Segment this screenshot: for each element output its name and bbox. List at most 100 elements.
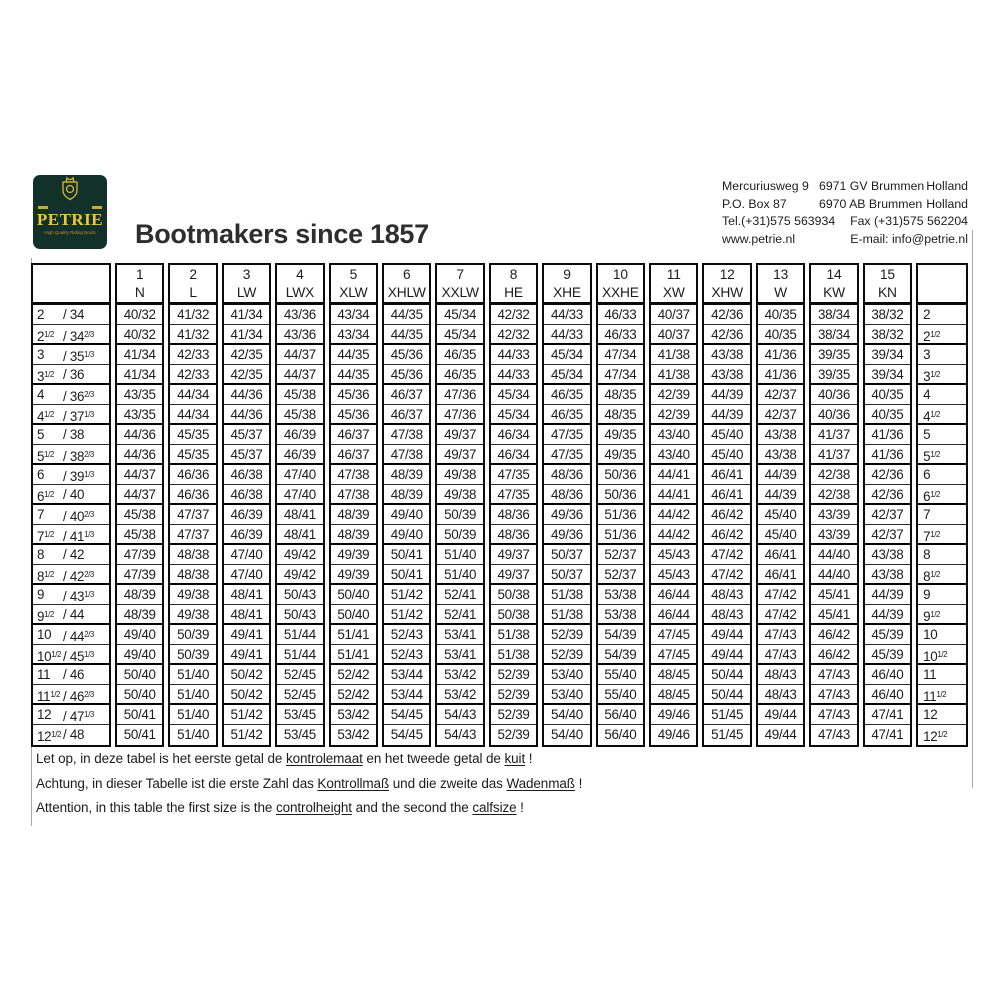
- table-cell: 47/35: [544, 445, 590, 465]
- table-cell: 45/43: [651, 545, 697, 565]
- address-postcode: 6971 GV Brummen: [819, 179, 925, 193]
- row-label-right: 101/2: [918, 645, 967, 665]
- table-cell: 50/41: [117, 705, 163, 725]
- table-cell: 46/42: [811, 645, 857, 665]
- table-cell: 51/42: [230, 727, 263, 742]
- table-cell: 50/40: [117, 685, 163, 705]
- calf-size: / 342/3: [63, 329, 94, 344]
- table-cell: 53/40: [544, 685, 590, 705]
- table-cell: 45/34: [437, 305, 483, 325]
- row-label-right: 61/2: [918, 485, 967, 505]
- table-cell: 47/37: [170, 505, 216, 525]
- table-cell: 42/37: [757, 405, 804, 425]
- table-cell: 45/40: [757, 525, 804, 545]
- table-cell: 46/36: [170, 485, 216, 505]
- row-label: 61/2 / 40: [33, 485, 109, 505]
- table-column-w: 13 W 40/35 40/35 41/36 41/36 42/37 42/37 43/38 43…: [755, 263, 806, 747]
- column-code: L: [189, 284, 197, 300]
- size-number: 21/2: [37, 329, 54, 344]
- column-code: XHLW: [387, 284, 426, 300]
- calf-size: / 451/3: [63, 649, 94, 664]
- table-cell: 45/43: [651, 565, 697, 585]
- table-cell: 44/33: [490, 365, 537, 385]
- calf-size: / 351/3: [63, 349, 94, 364]
- table-cell: 51/38: [544, 585, 590, 605]
- table-cell: 48/45: [651, 665, 697, 685]
- table-cell: 45/36: [384, 345, 430, 365]
- row-label-right: 9: [918, 585, 967, 605]
- table-cell: 47/43: [811, 705, 857, 725]
- note-term-underlined: Kontrollmaß: [317, 775, 390, 791]
- table-cell: 46/41: [704, 485, 750, 505]
- table-cell: 47/35: [490, 485, 537, 505]
- address-street: Mercuriusweg 9: [722, 179, 809, 193]
- column-code: KW: [823, 284, 845, 300]
- table-cell: 51/41: [330, 645, 377, 665]
- table-cell: 51/40: [170, 665, 216, 685]
- table-cell: 48/38: [170, 565, 216, 585]
- fraction: 1/2: [44, 450, 54, 459]
- table-cell: 39/34: [864, 345, 911, 365]
- column-code: XHE: [553, 284, 581, 300]
- table-cell: 48/41: [277, 505, 323, 525]
- row-label: 4 / 362/3: [33, 385, 109, 405]
- table-cell: 46/37: [330, 445, 377, 465]
- table-cell: 44/42: [651, 505, 697, 525]
- table-cell: 43/40: [651, 425, 697, 445]
- fraction: 1/2: [930, 450, 940, 459]
- table-cell: 45/35: [170, 425, 216, 445]
- table-cell: 51/45: [704, 705, 750, 725]
- calf-size: / 382/3: [63, 449, 94, 464]
- table-cell: 54/45: [390, 727, 423, 742]
- table-header-cell: 7 XXLW: [437, 265, 483, 305]
- note-text: Attention, in this table the first size …: [36, 800, 276, 815]
- table-header-cell: 10 XXHE: [597, 265, 644, 305]
- table-cell: 40/35: [757, 325, 804, 345]
- table-cell: 42/36: [704, 305, 750, 325]
- table-cell: 42/32: [490, 305, 537, 325]
- table-cell: 42/33: [170, 365, 216, 385]
- table-cell: 43/36: [277, 305, 323, 325]
- table-cell: 52/39: [490, 705, 537, 725]
- table-cell: 45/41: [811, 585, 857, 605]
- logo-dash-decoration: [38, 206, 48, 209]
- table-cell: 46/34: [490, 445, 537, 465]
- table-cell: 53/42: [337, 727, 370, 742]
- table-cell: 48/36: [490, 505, 537, 525]
- table-cell: 54/39: [597, 625, 644, 645]
- column-number: 13: [773, 266, 789, 282]
- size-number: 111/2: [37, 689, 60, 704]
- table-cell: 41/34: [117, 365, 163, 385]
- row-label-right: 11: [918, 665, 967, 685]
- table-column-xhlw: 6 XHLW 44/35 44/35 45/36 45/36 46/37 46/37 47/38…: [382, 263, 432, 747]
- fraction: 1/2: [44, 530, 54, 539]
- table-cell: 49/41: [223, 625, 270, 645]
- table-cell: 45/34: [544, 345, 590, 365]
- table-cell: 49/42: [277, 565, 323, 585]
- table-cell: 50/36: [597, 485, 644, 505]
- note-text: !: [516, 800, 524, 815]
- table-cell: 44/39: [757, 485, 804, 505]
- table-cell: 44/37: [277, 365, 323, 385]
- table-cell: 43/38: [864, 565, 911, 585]
- fraction: 1/2: [51, 650, 61, 659]
- table-cell: 54/39: [597, 645, 644, 665]
- calf-size: / 471/3: [63, 709, 94, 724]
- table-column-kn: 15 KN 38/32 38/32 39/34 39/34 40/35 40/35 41/36 4…: [862, 263, 913, 747]
- table-cell: 46/33: [597, 305, 644, 325]
- table-cell: 49/38: [170, 605, 216, 625]
- row-label-right: 51/2: [918, 445, 967, 465]
- fraction: 1/2: [936, 690, 947, 699]
- table-cell: 53/44: [384, 665, 430, 685]
- table-cell: 55/40: [597, 665, 644, 685]
- table-header-cell: 6 XHLW: [384, 265, 430, 305]
- table-cell: 48/43: [704, 585, 750, 605]
- table-cell: 41/34: [117, 345, 163, 365]
- table-cell: 46/41: [757, 545, 804, 565]
- fraction: 2/3: [84, 690, 94, 699]
- table-cell: 42/37: [864, 505, 911, 525]
- note-text: en het tweede getal de: [362, 751, 505, 766]
- note-text: und die zweite das: [389, 775, 507, 791]
- table-cell: 42/32: [490, 325, 537, 345]
